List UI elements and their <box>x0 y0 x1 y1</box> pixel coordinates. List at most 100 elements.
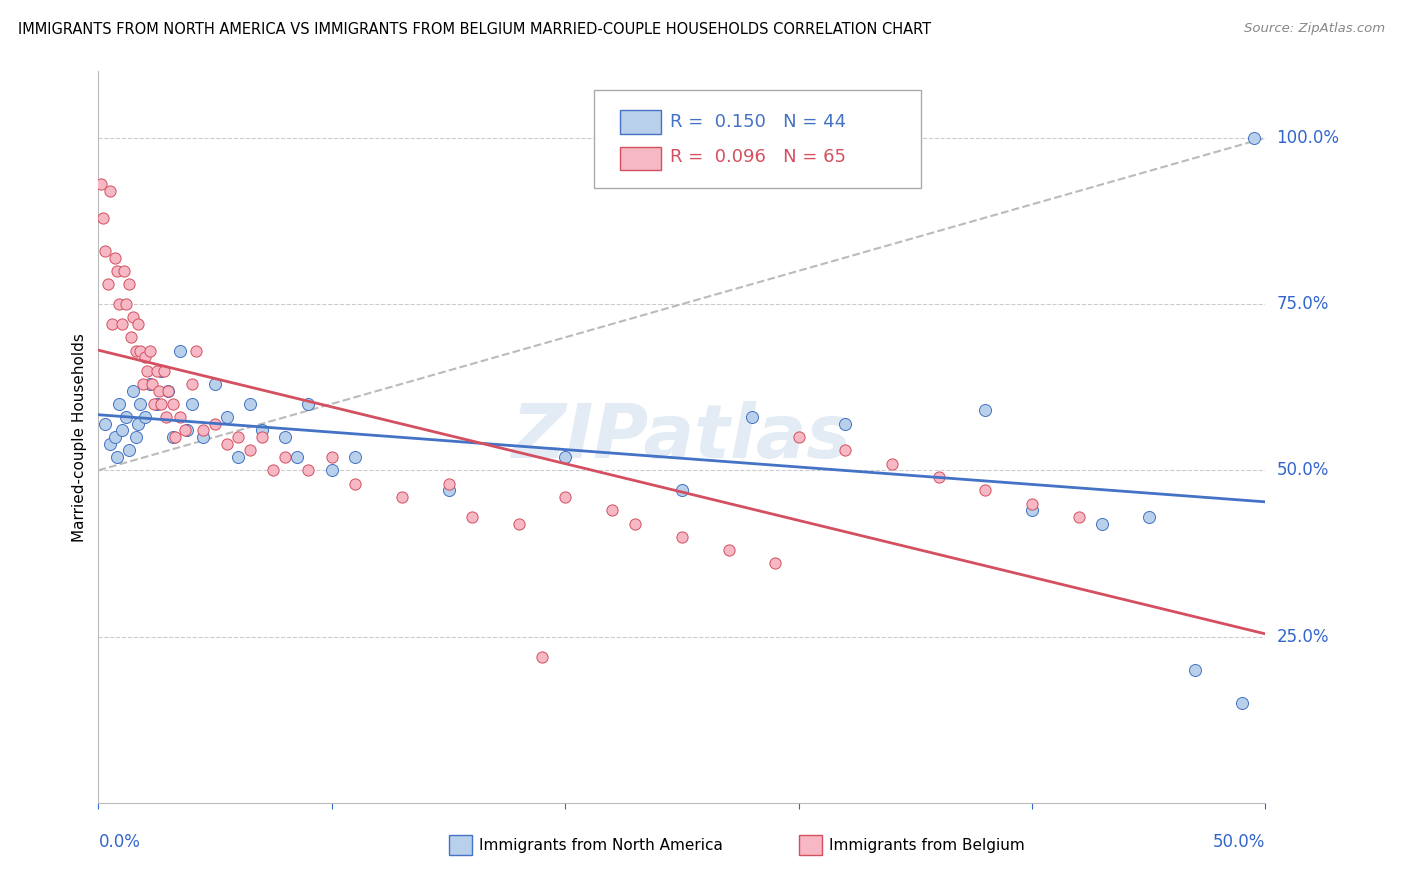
Point <box>139 376 162 391</box>
Point <box>150 363 173 377</box>
Point <box>165 430 187 444</box>
Point <box>671 483 693 498</box>
Text: Immigrants from Belgium: Immigrants from Belgium <box>830 838 1025 853</box>
Point <box>94 244 117 258</box>
Point <box>98 184 121 198</box>
Point <box>97 277 120 292</box>
Point <box>134 351 156 365</box>
Point <box>118 277 141 292</box>
Point <box>204 417 226 431</box>
Text: 100.0%: 100.0% <box>1277 128 1340 147</box>
Point <box>834 417 856 431</box>
Point <box>228 430 250 444</box>
Point <box>143 397 166 411</box>
Point <box>115 297 138 311</box>
Point <box>169 343 191 358</box>
Point <box>1021 503 1043 517</box>
Point <box>111 317 134 331</box>
Text: R =  0.150   N = 44: R = 0.150 N = 44 <box>671 112 846 131</box>
Point <box>285 450 308 464</box>
Text: ZIPatlas: ZIPatlas <box>512 401 852 474</box>
FancyBboxPatch shape <box>595 90 921 188</box>
Point <box>508 516 530 531</box>
Point <box>129 343 152 358</box>
Point <box>101 317 124 331</box>
Point <box>1184 663 1206 677</box>
Point <box>530 649 553 664</box>
Text: 50.0%: 50.0% <box>1277 461 1329 479</box>
Point <box>787 430 810 444</box>
Point <box>297 463 319 477</box>
Point <box>600 503 623 517</box>
Point <box>125 430 148 444</box>
Point <box>91 211 114 225</box>
Point <box>624 516 647 531</box>
Point <box>974 483 997 498</box>
Point <box>250 424 273 438</box>
Point <box>834 443 856 458</box>
Bar <box>620 146 661 170</box>
Point <box>180 397 202 411</box>
Point <box>169 410 191 425</box>
Point <box>928 470 950 484</box>
Bar <box>799 835 823 855</box>
Point <box>134 410 156 425</box>
Point <box>129 397 152 411</box>
Point <box>228 450 250 464</box>
Point <box>193 424 215 438</box>
Point <box>321 463 343 477</box>
Point <box>671 530 693 544</box>
Text: R =  0.096   N = 65: R = 0.096 N = 65 <box>671 148 846 166</box>
Point <box>152 363 174 377</box>
Text: 75.0%: 75.0% <box>1277 295 1329 313</box>
Point <box>239 397 262 411</box>
Point <box>239 443 262 458</box>
Point <box>150 397 173 411</box>
Point <box>321 450 343 464</box>
Point <box>108 297 131 311</box>
Point <box>1230 696 1253 710</box>
Point <box>437 476 460 491</box>
Point <box>105 450 128 464</box>
Point <box>250 430 273 444</box>
Point <box>162 397 184 411</box>
Point <box>146 397 169 411</box>
Point <box>139 343 162 358</box>
Point <box>974 403 997 417</box>
Point <box>90 178 112 192</box>
Point <box>108 397 131 411</box>
Point <box>215 436 238 450</box>
Point <box>157 384 180 398</box>
Point <box>880 457 903 471</box>
Point <box>344 450 367 464</box>
Point <box>127 417 149 431</box>
Point <box>186 343 208 358</box>
Point <box>146 363 169 377</box>
Point <box>127 317 149 331</box>
Text: 0.0%: 0.0% <box>98 833 141 851</box>
Point <box>180 376 202 391</box>
Point <box>122 384 145 398</box>
Point <box>1091 516 1114 531</box>
Point <box>120 330 142 344</box>
Point <box>274 450 297 464</box>
Point <box>717 543 740 558</box>
Text: IMMIGRANTS FROM NORTH AMERICA VS IMMIGRANTS FROM BELGIUM MARRIED-COUPLE HOUSEHOL: IMMIGRANTS FROM NORTH AMERICA VS IMMIGRA… <box>18 22 931 37</box>
Point <box>173 424 195 438</box>
Point <box>391 490 413 504</box>
Point <box>141 376 163 391</box>
Text: Immigrants from North America: Immigrants from North America <box>479 838 723 853</box>
Bar <box>620 110 661 134</box>
Point <box>1137 509 1160 524</box>
Point <box>111 424 134 438</box>
Point <box>118 443 141 458</box>
Point <box>136 363 159 377</box>
Point <box>262 463 284 477</box>
Point <box>105 264 128 278</box>
Point <box>176 424 198 438</box>
Point <box>193 430 215 444</box>
Text: 25.0%: 25.0% <box>1277 628 1329 646</box>
Point <box>132 376 155 391</box>
Point <box>148 384 170 398</box>
Point <box>98 436 121 450</box>
